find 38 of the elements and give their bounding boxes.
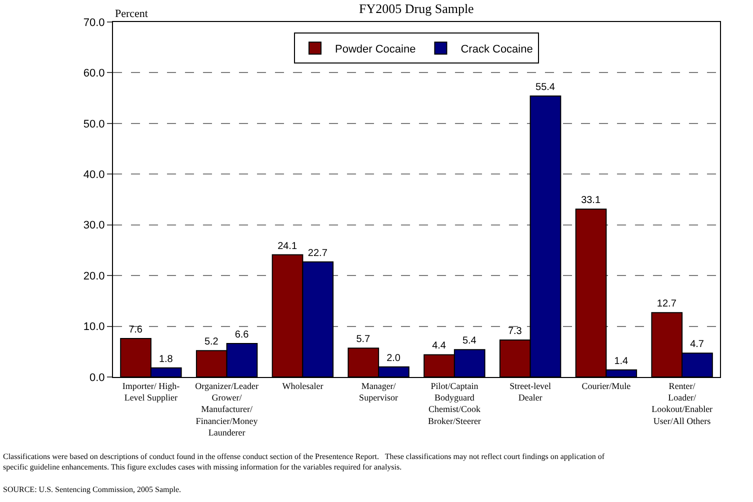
x-tick-label: Manager/ Supervisor <box>359 380 398 402</box>
data-label: 4.7 <box>690 339 704 350</box>
data-label: 55.4 <box>536 82 556 94</box>
data-label: 12.7 <box>656 298 677 310</box>
data-label: 5.7 <box>356 334 371 346</box>
y-tick-label: 20.0 <box>83 270 105 282</box>
x-tick-label: Courier/Mule <box>582 380 631 391</box>
x-tick-label: Street-level Dealer <box>510 380 552 402</box>
y-tick-label: 30.0 <box>83 220 105 232</box>
y-axis-title: Percent <box>115 8 148 20</box>
data-label: 7.6 <box>128 324 143 336</box>
x-tick-label: Organizer/Leader Grower/ Manufacturer/ Financier/Money Launderer <box>195 380 258 438</box>
data-label: 1.4 <box>614 356 629 367</box>
y-tick-label: 60.0 <box>83 68 105 80</box>
y-tick-label: 40.0 <box>83 168 105 181</box>
data-label: 2.0 <box>386 352 401 364</box>
data-label: 22.7 <box>308 248 328 259</box>
x-tick-label: Pilot/Captain Bodyguard Chemist/Cook Broker/Steerer <box>428 380 481 426</box>
legend-label: Powder Cocaine <box>335 43 416 56</box>
chart-title: FY2005 Drug Sample <box>359 1 474 16</box>
legend-label: Crack Cocaine <box>460 43 533 56</box>
x-tick-label: Importer/ High- Level Supplier <box>122 380 180 402</box>
source-note: SOURCE: U.S. Sentencing Commission, 2005 Sample. <box>3 485 182 494</box>
data-label: 1.8 <box>158 354 174 365</box>
data-label: 33.1 <box>581 195 601 206</box>
data-label: 5.4 <box>462 336 477 347</box>
data-label: 24.1 <box>278 240 298 252</box>
data-label: 7.3 <box>508 326 522 337</box>
x-tick-label: Renter/ Loader/ Lookout/Enabler User/All Others <box>652 380 713 426</box>
y-tick-label: 0.0 <box>90 372 105 384</box>
data-label: 4.4 <box>432 340 446 352</box>
x-tick-label: Wholesaler <box>282 380 324 391</box>
y-tick-label: 70.0 <box>83 16 105 29</box>
data-label: 5.2 <box>204 336 219 348</box>
y-tick-label: 10.0 <box>83 321 105 334</box>
text: Classifications were based on descriptions of conduct found in the offense conduct section of the Presentence Report. These classifications may not reflect court findings on application of specific guideline enhancements. This figure excludes cases with missing information for the variables required for analysis. <box>3 452 605 472</box>
y-tick-label: 50.0 <box>83 118 105 130</box>
data-label: 6.6 <box>234 330 250 341</box>
